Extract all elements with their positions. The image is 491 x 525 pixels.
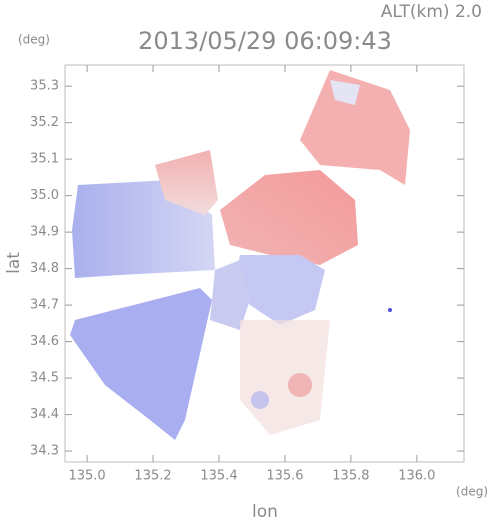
x-tick-label: 135.0 [68,469,105,484]
x-axis-label: lon [252,502,278,521]
x-tick-label: 136.0 [398,469,435,484]
subtitle: ALT(km) 2.0 [381,2,482,22]
field-red-light [155,150,218,215]
plot-frame [64,64,465,463]
y-tick-label: 34.9 [30,225,59,240]
y-unit: (deg) [18,33,50,47]
axes: 135.0 135.2 135.4 135.6 135.8 136.0 34.3 34.4 34… [30,65,464,484]
y-tick-label: 35.2 [30,115,59,130]
x-unit: (deg) [456,485,488,499]
y-tick-label: 34.3 [30,444,59,459]
y-tick-label: 35.3 [30,79,59,94]
x-tick-label: 135.2 [134,469,171,484]
field-speckle [251,391,269,409]
field-red [220,170,358,265]
y-axis-label: lat [4,252,24,274]
y-tick-label: 34.5 [30,371,59,386]
field-speckle [388,308,392,312]
field-blue [210,260,250,330]
field-blue [70,288,212,440]
field-red [300,70,410,185]
y-tick-label: 34.4 [30,407,59,422]
velocity-field [70,70,410,440]
field-blue [235,255,325,325]
field-speckle [240,320,330,435]
chart-title: 2013/05/29 06:09:43 [138,27,392,55]
field-speckle [288,373,312,397]
x-tick-label: 135.8 [332,469,369,484]
y-tick-label: 34.8 [30,261,59,276]
y-tick-label: 35.1 [30,152,59,167]
field-white [330,80,360,105]
y-tick-label: 34.7 [30,298,59,313]
y-tick-label: 34.6 [30,334,59,349]
x-tick-label: 135.4 [200,469,237,484]
y-tick-label: 35.0 [30,188,59,203]
x-tick-label: 135.6 [266,469,303,484]
